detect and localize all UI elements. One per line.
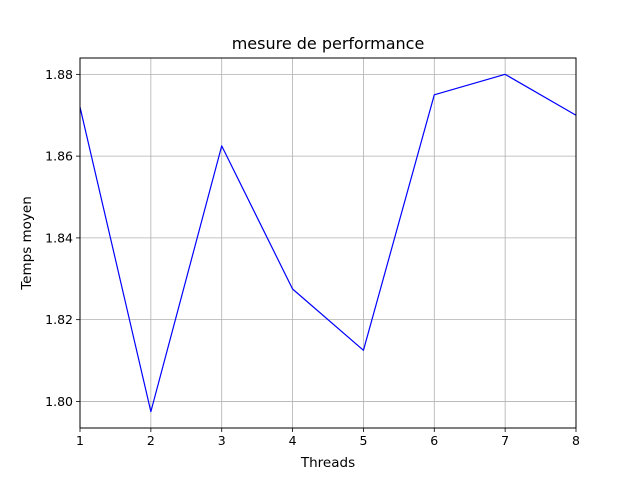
x-tick-label: 2 [147,433,155,448]
plot-frame [79,57,577,429]
ticks: 1 2 3 4 5 6 7 8 1.80 1.82 1.84 1.86 1.88 [45,67,580,448]
y-tick-label: 1.84 [45,230,73,245]
y-axis-label: Temps moyen [19,196,35,291]
y-tick-label: 1.86 [45,149,73,164]
x-tick-label: 4 [289,433,297,448]
x-tick-label: 8 [572,433,580,448]
x-axis-label: Threads [300,455,355,471]
chart-title: mesure de performance [232,34,425,53]
y-tick-label: 1.80 [45,394,73,409]
x-tick-label: 7 [501,433,509,448]
series-line [79,73,577,413]
series-layer [79,73,577,413]
x-tick-label: 6 [430,433,438,448]
x-tick-label: 3 [218,433,226,448]
y-tick-label: 1.82 [45,312,73,327]
y-tick-label: 1.88 [45,67,73,82]
grid [79,58,577,428]
x-tick-label: 5 [359,433,367,448]
x-tick-label: 1 [76,433,84,448]
